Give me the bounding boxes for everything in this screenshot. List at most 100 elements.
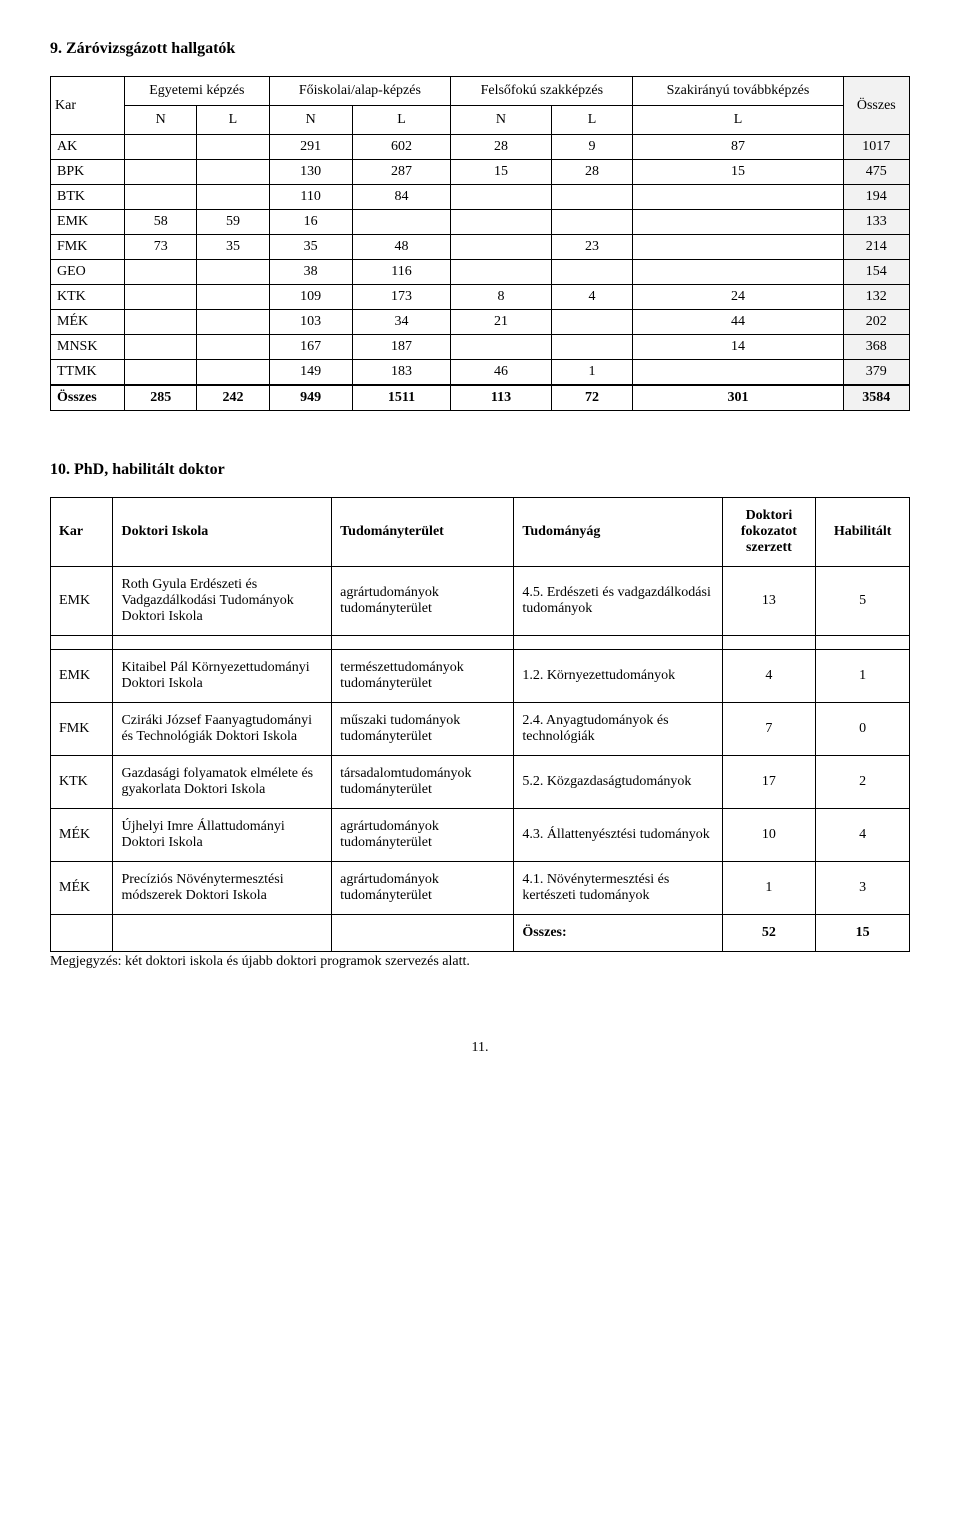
th-tudomanyag: Tudományág: [514, 498, 722, 567]
cell-value: 2.4. Anyagtudományok és technológiák: [514, 703, 722, 756]
cell-value: MÉK: [51, 809, 113, 862]
cell-value: 116: [352, 260, 450, 285]
cell-value: agrártudományok tudományterület: [332, 862, 514, 915]
cell-value: 34: [352, 310, 450, 335]
cell-value: [197, 135, 269, 160]
cell-value: 14: [633, 335, 843, 360]
table-phd: Kar Doktori Iskola Tudományterület Tudom…: [50, 497, 910, 952]
cell-kar: BPK: [51, 160, 125, 185]
cell-value: 28: [551, 160, 633, 185]
cell-value: [125, 310, 197, 335]
cell-value: KTK: [51, 756, 113, 809]
th-doktori-iskola: Doktori Iskola: [113, 498, 332, 567]
cell-value: 7: [722, 703, 816, 756]
gap-cell: [51, 636, 113, 650]
cell-value: [197, 360, 269, 386]
gap-row: [51, 636, 910, 650]
cell-value: [633, 210, 843, 235]
cell-value: 35: [269, 235, 352, 260]
gap-cell: [332, 636, 514, 650]
cell-value: 602: [352, 135, 450, 160]
cell-value: 194: [843, 185, 909, 210]
cell-empty: [51, 915, 113, 952]
cell-value: 287: [352, 160, 450, 185]
cell-value: [197, 185, 269, 210]
cell-value: 15: [451, 160, 552, 185]
cell-kar: MÉK: [51, 310, 125, 335]
th-n: N: [269, 106, 352, 135]
cell-value: 4.5. Erdészeti és vadgazdálkodási tudomá…: [514, 567, 722, 636]
cell-value: [125, 135, 197, 160]
cell-value: [125, 360, 197, 386]
th-egyetemi: Egyetemi képzés: [125, 77, 269, 106]
cell-totals-value: 3584: [843, 385, 909, 411]
th-n: N: [451, 106, 552, 135]
table-totals-row: Összes:5215: [51, 915, 910, 952]
th-kar: Kar: [51, 498, 113, 567]
cell-value: Roth Gyula Erdészeti és Vadgazdálkodási …: [113, 567, 332, 636]
gap-cell: [722, 636, 816, 650]
th-kar: Kar: [51, 77, 125, 135]
cell-value: [551, 210, 633, 235]
cell-kar: KTK: [51, 285, 125, 310]
cell-value: 73: [125, 235, 197, 260]
table-row: EMK585916133: [51, 210, 910, 235]
cell-value: [125, 260, 197, 285]
cell-value: [451, 260, 552, 285]
cell-value: 58: [125, 210, 197, 235]
cell-value: [551, 260, 633, 285]
table-row: EMKRoth Gyula Erdészeti és Vadgazdálkodá…: [51, 567, 910, 636]
cell-value: 130: [269, 160, 352, 185]
cell-value: [633, 260, 843, 285]
cell-value: EMK: [51, 650, 113, 703]
cell-value: 173: [352, 285, 450, 310]
cell-totals-value: 301: [633, 385, 843, 411]
cell-value: 4: [816, 809, 910, 862]
cell-value: FMK: [51, 703, 113, 756]
cell-value: 202: [843, 310, 909, 335]
cell-value: 149: [269, 360, 352, 386]
cell-value: [551, 310, 633, 335]
cell-value: [352, 210, 450, 235]
table-zarovizsgazott: Kar Egyetemi képzés Főiskolai/alap-képzé…: [50, 76, 910, 411]
cell-value: 214: [843, 235, 909, 260]
cell-kar: TTMK: [51, 360, 125, 386]
cell-value: Cziráki József Faanyagtudományi és Techn…: [113, 703, 332, 756]
table-row: TTMK149183461379: [51, 360, 910, 386]
cell-value: 48: [352, 235, 450, 260]
cell-value: 103: [269, 310, 352, 335]
cell-value: [633, 235, 843, 260]
th-felsofoku: Felsőfokú szakképzés: [451, 77, 633, 106]
cell-kar: MNSK: [51, 335, 125, 360]
cell-totals-fok: 52: [722, 915, 816, 952]
cell-value: 15: [633, 160, 843, 185]
cell-value: [451, 185, 552, 210]
cell-value: 8: [451, 285, 552, 310]
table-row: MÉK 1033421 44202: [51, 310, 910, 335]
cell-value: 187: [352, 335, 450, 360]
cell-value: Kitaibel Pál Környezettudományi Doktori …: [113, 650, 332, 703]
cell-value: [197, 310, 269, 335]
th-doktori-fokozatot: Doktori fokozatot szerzett: [722, 498, 816, 567]
cell-value: [451, 335, 552, 360]
table-row: FMK7335354823214: [51, 235, 910, 260]
cell-value: 28: [451, 135, 552, 160]
cell-value: [125, 185, 197, 210]
cell-value: 368: [843, 335, 909, 360]
cell-value: 21: [451, 310, 552, 335]
cell-value: 44: [633, 310, 843, 335]
cell-value: [197, 260, 269, 285]
cell-kar: AK: [51, 135, 125, 160]
cell-value: 46: [451, 360, 552, 386]
cell-value: MÉK: [51, 862, 113, 915]
cell-value: 0: [816, 703, 910, 756]
th-habilitalt: Habilitált: [816, 498, 910, 567]
cell-value: Újhelyi Imre Állattudományi Doktori Isko…: [113, 809, 332, 862]
cell-kar: EMK: [51, 210, 125, 235]
th-l: L: [352, 106, 450, 135]
th-tudomanyterulet: Tudományterület: [332, 498, 514, 567]
cell-value: 110: [269, 185, 352, 210]
page-number: 11.: [50, 1040, 910, 1056]
cell-value: [633, 185, 843, 210]
cell-value: 10: [722, 809, 816, 862]
